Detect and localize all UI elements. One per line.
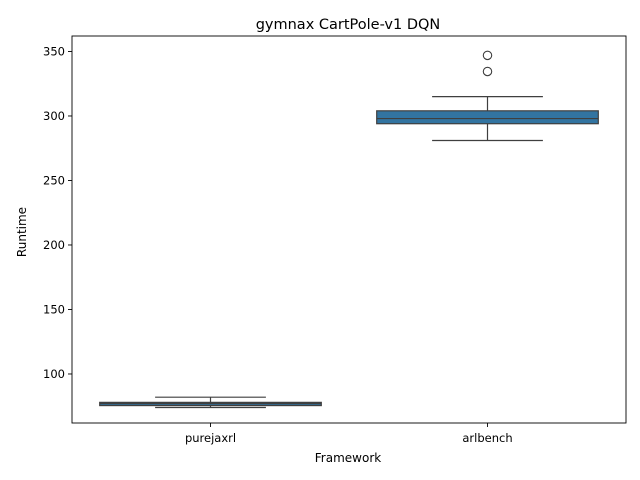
box-iqr bbox=[376, 110, 599, 125]
box-purejaxrl bbox=[99, 396, 322, 409]
y-tick-label: 100 bbox=[43, 367, 65, 381]
x-axis-label: Framework bbox=[315, 451, 381, 465]
x-tick-label: purejaxrl bbox=[185, 431, 236, 445]
boxes-layer bbox=[99, 50, 599, 409]
chart-title: gymnax CartPole-v1 DQN bbox=[256, 17, 441, 33]
box-arlbench bbox=[376, 50, 599, 142]
axes-layer: 100 150 200 250 300 350 purejaxrl arlbench bbox=[43, 35, 627, 445]
y-tick-label: 300 bbox=[43, 109, 65, 123]
y-tick-label: 350 bbox=[43, 44, 65, 58]
outlier-point bbox=[482, 66, 493, 77]
x-tick-label: arlbench bbox=[462, 431, 512, 445]
y-axis-label: Runtime bbox=[15, 207, 29, 257]
y-tick-label: 250 bbox=[43, 173, 65, 187]
plot-frame bbox=[71, 35, 627, 424]
y-tick-label: 200 bbox=[43, 238, 65, 252]
y-tick-label: 150 bbox=[43, 302, 65, 316]
outlier-point bbox=[482, 50, 493, 61]
